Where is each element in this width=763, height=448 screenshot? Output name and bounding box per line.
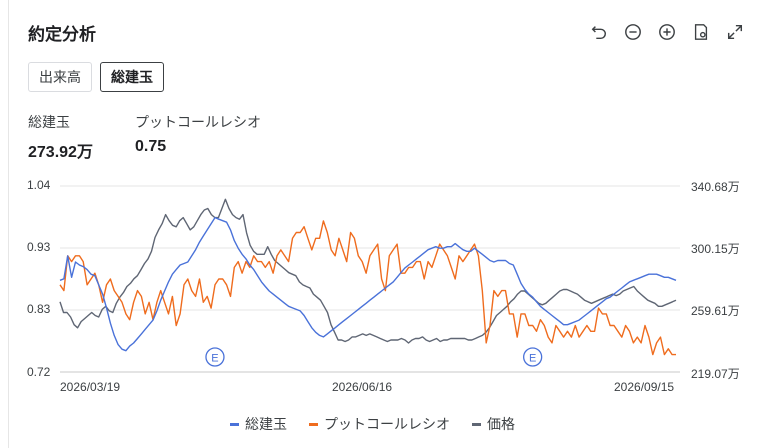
x-tick: 2026/06/16 [332, 380, 393, 394]
settings-doc-icon[interactable] [691, 22, 711, 42]
y-right-tick: 340.68万 [691, 180, 740, 194]
tab-open-interest[interactable]: 総建玉 [100, 62, 164, 92]
stat-put-call-ratio-label: プットコールレシオ [135, 114, 261, 130]
analysis-card: 約定分析 出来高 総建玉 総建玉 273.92万 プットコールレシオ 0.75 [8, 0, 763, 448]
legend-label: プットコールレシオ [324, 416, 450, 432]
zoom-out-icon[interactable] [623, 22, 643, 42]
chart-toolbar [589, 22, 745, 42]
stat-open-interest-value: 273.92万 [28, 144, 93, 161]
legend-label: 価格 [487, 416, 515, 432]
y-right-tick: 259.61万 [691, 304, 740, 318]
expand-icon[interactable] [725, 22, 745, 42]
stat-put-call-ratio: プットコールレシオ 0.75 [135, 112, 261, 156]
event-marker-circle [523, 347, 543, 367]
legend-swatch [230, 422, 239, 426]
zoom-in-icon[interactable] [657, 22, 677, 42]
stat-put-call-ratio-value: 0.75 [135, 138, 167, 155]
tab-volume[interactable]: 出来高 [28, 62, 92, 92]
legend-swatch [309, 422, 318, 426]
y-right-tick: 219.07万 [691, 367, 740, 381]
y-right-tick: 300.15万 [691, 242, 740, 256]
y-left-tick: 0.83 [27, 302, 51, 316]
x-tick: 2026/09/15 [614, 380, 675, 394]
event-marker-circle [205, 347, 225, 367]
chart-legend: 総建玉 プットコールレシオ 価格 [230, 414, 515, 434]
undo-icon[interactable] [589, 22, 609, 42]
card-title: 約定分析 [28, 25, 96, 44]
legend-item-price[interactable]: 価格 [472, 414, 515, 434]
legend-swatch [472, 422, 481, 426]
x-tick: 2026/03/19 [60, 380, 121, 394]
legend-item-put-call-ratio[interactable]: プットコールレシオ [309, 414, 450, 434]
y-left-tick: 1.04 [27, 178, 51, 192]
series-line-0 [59, 216, 677, 352]
event-marker-label: E [529, 353, 536, 365]
stat-open-interest-label: 総建玉 [28, 114, 70, 130]
tab-bar: 出来高 総建玉 [28, 62, 164, 92]
legend-label: 総建玉 [245, 416, 287, 432]
stat-open-interest: 総建玉 273.92万 [28, 112, 93, 162]
event-marker-label: E [211, 353, 218, 365]
event-marker[interactable]: E [523, 347, 543, 367]
series-line-2 [59, 198, 677, 344]
event-marker[interactable]: E [205, 347, 225, 367]
legend-item-open-interest[interactable]: 総建玉 [230, 414, 287, 434]
y-left-tick: 0.93 [27, 240, 51, 254]
y-left-tick: 0.72 [27, 365, 51, 379]
